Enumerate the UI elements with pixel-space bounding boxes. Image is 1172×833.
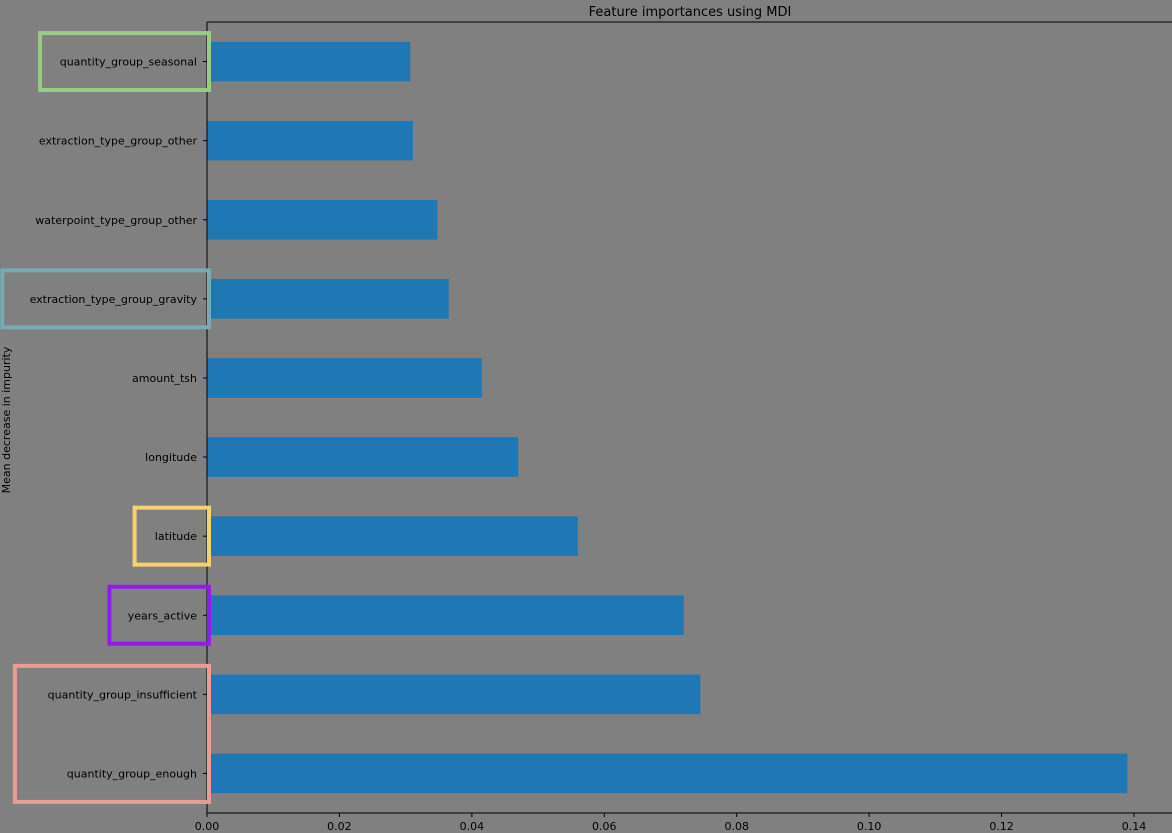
bar-years-active [207,595,684,636]
category-label: amount_tsh [132,372,197,385]
x-tick-label: 0.12 [989,820,1014,833]
y-axis-label: Mean decrease in impurity [0,346,13,493]
bar-quantity-group-seasonal [207,41,411,82]
category-label: extraction_type_group_other [39,135,198,148]
x-tick-label: 0.06 [592,820,617,833]
highlight-box [12,663,212,804]
highlight-box [0,268,211,330]
bar-extraction-type-group-other [207,120,413,161]
x-tick-label: 0.02 [327,820,352,833]
x-tick-label: 0.10 [857,820,882,833]
category-label: extraction_type_group_gravity [30,293,198,306]
bar-extraction-type-group-gravity [207,279,449,319]
category-label: quantity_group_seasonal [60,56,197,69]
highlight-box [132,505,212,567]
category-label: latitude [155,530,197,543]
bar-amount-tsh [207,358,482,398]
bar-longitude [207,437,519,477]
x-tick-label: 0.04 [460,820,485,833]
bar-quantity-group-insufficient [207,674,701,715]
bar-quantity-group-enough [207,753,1128,794]
highlight-box [38,31,211,93]
plot-area: quantity_group_enough quantity_group_insu… [0,21,1172,833]
x-tick-label: 0.08 [724,820,749,833]
category-label: years_active [128,609,197,622]
category-label: quantity_group_insufficient [48,688,198,701]
category-label: quantity_group_enough [67,767,197,780]
x-tick-label: 0.00 [195,820,220,833]
x-tick-label: 0.14 [1122,820,1147,833]
bar-latitude [207,516,578,556]
highlight-box [107,584,211,646]
category-label: longitude [145,451,197,464]
category-label: waterpoint_type_group_other [35,214,197,227]
bar-waterpoint-type-group-other [207,199,438,240]
chart-title: Feature importances using MDI [589,5,792,20]
